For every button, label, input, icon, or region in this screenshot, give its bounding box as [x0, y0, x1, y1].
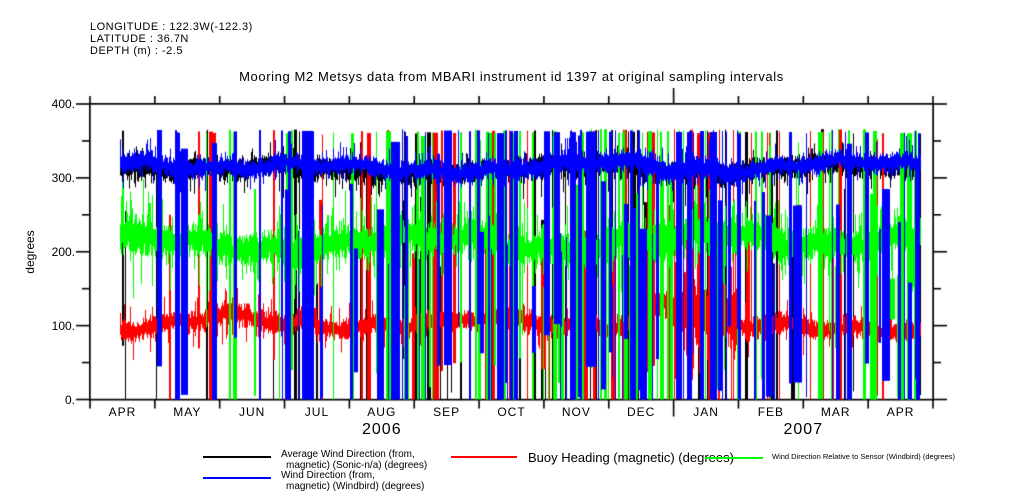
month-tick-label: MAR [820, 405, 851, 419]
y-tick-label: 400. [51, 97, 75, 111]
y-tick-label: 0. [64, 392, 75, 407]
y-tick-label: 200. [51, 244, 75, 259]
year-label: 2007 [783, 421, 824, 438]
month-tick-label: OCT [497, 405, 526, 419]
month-tick-label: NOV [561, 405, 591, 419]
longitude-label: LONGITUDE : 122.3W(-122.3) [90, 21, 253, 33]
header-info: LONGITUDE : 122.3W(-122.3) LATITUDE : 36… [90, 21, 253, 57]
legend-line-buoy-heading [451, 456, 517, 458]
month-tick-label: JUN [238, 405, 266, 419]
month-tick-label: MAY [173, 405, 202, 419]
month-tick-label: APR [108, 405, 137, 419]
month-tick-label: JUL [304, 405, 330, 419]
legend-line-average-wind [203, 456, 271, 458]
month-tick-label: AUG [367, 405, 397, 419]
month-tick-label: DEC [627, 405, 656, 419]
latitude-label: LATITUDE : 36.7N [90, 33, 189, 45]
legend-line-wind-direction [203, 477, 271, 479]
month-tick-label: JAN [693, 405, 719, 419]
legend-label-wind-direction: Wind Direction (from, magnetic) (Windbir… [281, 470, 425, 492]
month-tick-label: APR [886, 405, 915, 419]
year-label: 2006 [362, 421, 402, 438]
depth-label: DEPTH (m) : -2.5 [90, 45, 183, 57]
y-tick-label: 100. [51, 318, 75, 333]
y-tick-label: 300. [51, 170, 75, 185]
legend-label-average-wind: Average Wind Direction (from, magnetic) … [281, 449, 428, 471]
legend-line-wind-relative [705, 457, 763, 459]
month-tick-label: FEB [757, 405, 785, 419]
month-tick-label: SEP [433, 405, 461, 419]
chart-title: Mooring M2 Metsys data from MBARI instru… [239, 69, 784, 84]
legend-label-buoy-heading: Buoy Heading (magnetic) (degrees) [528, 450, 734, 465]
legend-label-wind-relative: Wind Direction Relative to Sensor (Windb… [772, 452, 955, 461]
